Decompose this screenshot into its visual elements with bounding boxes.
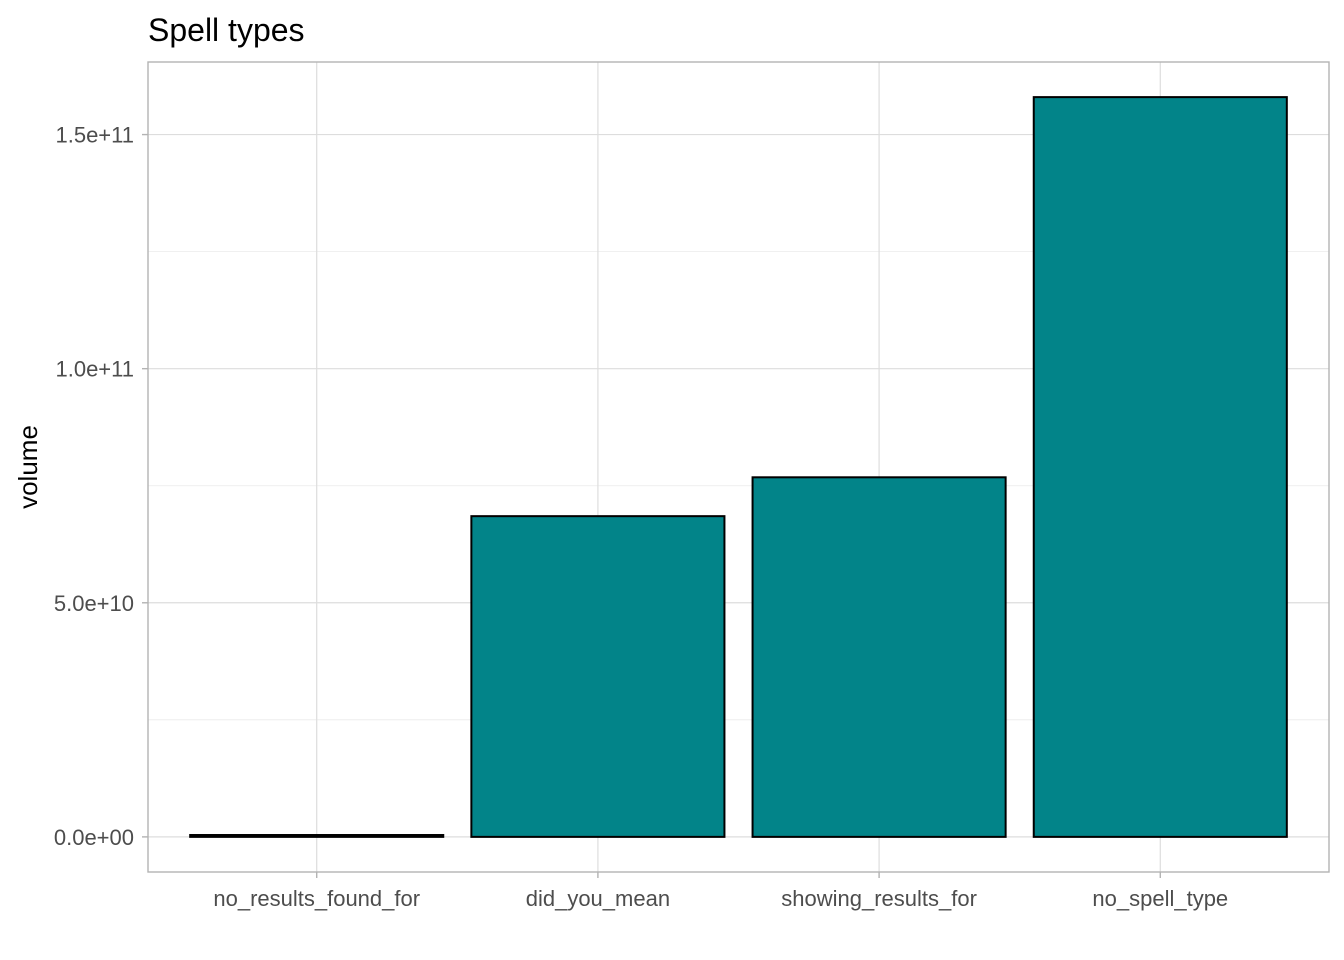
axes: 0.0e+00 5.0e+10 1.0e+11 1.5e+11 no_results_f… [54, 61, 1330, 911]
y-tick-label: 1.0e+11 [55, 357, 134, 382]
bars [189, 96, 1288, 838]
bar-showing-results-for [751, 476, 1007, 838]
chart-title: Spell types [148, 12, 305, 48]
x-tick-label: no_spell_type [1092, 886, 1228, 911]
bar-no-spell-type [1032, 96, 1288, 838]
y-axis-title: volume [13, 425, 43, 509]
bar-no-results-found-for [189, 834, 445, 838]
y-tick-label: 0.0e+00 [54, 825, 134, 850]
plot-panel-border [147, 61, 1330, 873]
x-tick-label: did_you_mean [526, 886, 670, 911]
y-tick-label: 5.0e+10 [54, 591, 134, 616]
bar-did-you-mean [470, 515, 726, 838]
y-tick-label: 1.5e+11 [55, 123, 134, 148]
x-tick-label: showing_results_for [781, 886, 977, 911]
x-tick-label: no_results_found_for [213, 886, 420, 911]
